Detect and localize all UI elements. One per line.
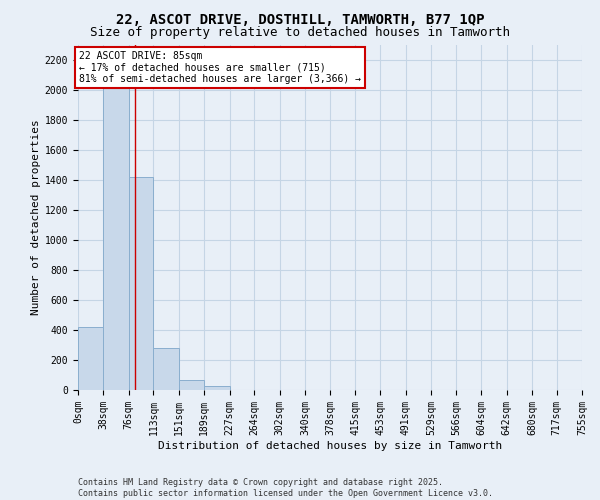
Bar (204, 386, 230, 390)
Text: 22 ASCOT DRIVE: 85sqm
← 17% of detached houses are smaller (715)
81% of semi-det: 22 ASCOT DRIVE: 85sqm ← 17% of detached … (79, 51, 361, 84)
Text: 22, ASCOT DRIVE, DOSTHILL, TAMWORTH, B77 1QP: 22, ASCOT DRIVE, DOSTHILL, TAMWORTH, B77… (116, 12, 484, 26)
Bar (154, 348, 179, 390)
Text: Contains HM Land Registry data © Crown copyright and database right 2025.
Contai: Contains HM Land Registry data © Crown c… (78, 478, 493, 498)
Bar (78, 327, 103, 390)
Bar (179, 380, 204, 390)
Text: Size of property relative to detached houses in Tamworth: Size of property relative to detached ho… (90, 26, 510, 39)
X-axis label: Distribution of detached houses by size in Tamworth: Distribution of detached houses by size … (158, 440, 502, 450)
Bar (103, 75, 129, 390)
Bar (129, 177, 154, 390)
Y-axis label: Number of detached properties: Number of detached properties (31, 120, 41, 316)
